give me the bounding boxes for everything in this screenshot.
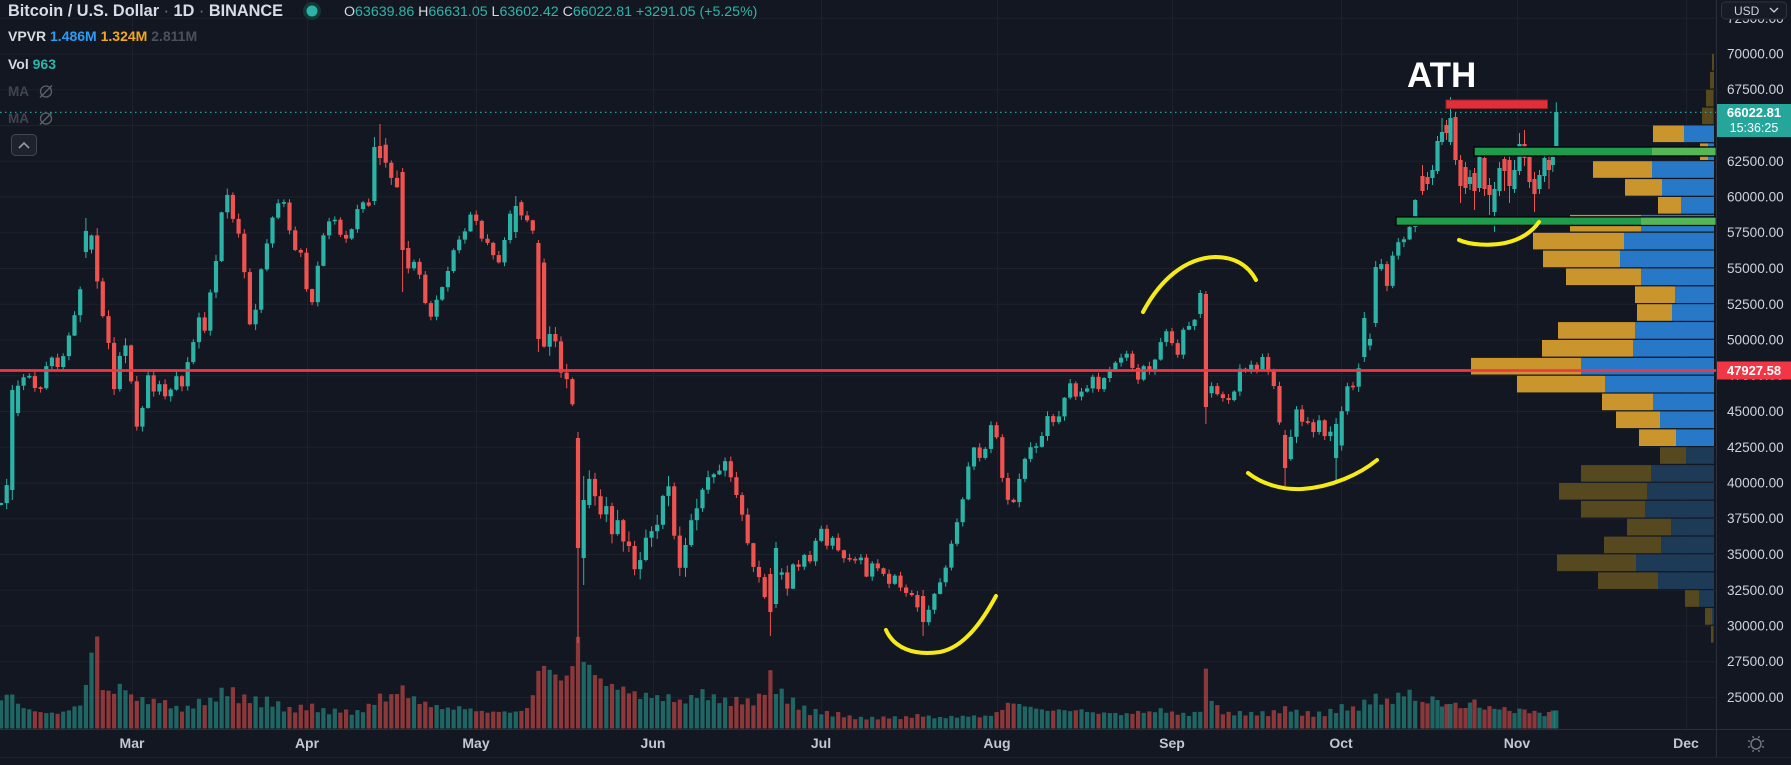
svg-text:Oct: Oct [1329,735,1353,751]
svg-text:MA: MA [8,111,29,126]
svg-text:Nov: Nov [1504,735,1531,751]
svg-text:32500.00: 32500.00 [1727,583,1784,598]
svg-text:Jun: Jun [641,735,666,751]
svg-text:Bitcoin / U.S. Dollar · 1D · B: Bitcoin / U.S. Dollar · 1D · BINANCE [8,2,283,20]
svg-text:ATH: ATH [1407,56,1476,95]
svg-text:50000.00: 50000.00 [1727,333,1784,348]
svg-text:15:36:25: 15:36:25 [1730,121,1779,135]
svg-text:Dec: Dec [1673,735,1699,751]
svg-text:Sep: Sep [1159,735,1185,751]
svg-text:42500.00: 42500.00 [1727,440,1784,455]
svg-text:70000.00: 70000.00 [1727,47,1784,62]
svg-text:27500.00: 27500.00 [1727,654,1784,669]
svg-text:Vol 963: Vol 963 [8,56,56,72]
svg-text:52500.00: 52500.00 [1727,297,1784,312]
svg-text:66022.81: 66022.81 [1727,105,1781,120]
svg-text:VPVR 1.486M 1.324M 2.811M: VPVR 1.486M 1.324M 2.811M [8,28,197,44]
svg-text:O63639.86 H66631.05 L63602.42: O63639.86 H66631.05 L63602.42 C66022.81 … [344,4,757,20]
svg-text:Apr: Apr [295,735,320,751]
svg-text:45000.00: 45000.00 [1727,404,1784,419]
svg-text:May: May [462,735,489,751]
svg-text:40000.00: 40000.00 [1727,476,1784,491]
svg-text:37500.00: 37500.00 [1727,511,1784,526]
svg-text:62500.00: 62500.00 [1727,154,1784,169]
svg-text:55000.00: 55000.00 [1727,261,1784,276]
svg-text:60000.00: 60000.00 [1727,190,1784,205]
svg-text:Mar: Mar [120,735,145,751]
svg-text:35000.00: 35000.00 [1727,547,1784,562]
svg-text:47927.58: 47927.58 [1727,363,1781,378]
svg-text:67500.00: 67500.00 [1727,82,1784,97]
svg-text:30000.00: 30000.00 [1727,619,1784,634]
svg-text:MA: MA [8,84,29,99]
svg-text:25000.00: 25000.00 [1727,690,1784,705]
svg-text:Aug: Aug [983,735,1010,751]
svg-text:57500.00: 57500.00 [1727,225,1784,240]
svg-text:Jul: Jul [811,735,831,751]
svg-text:USD: USD [1734,4,1760,18]
